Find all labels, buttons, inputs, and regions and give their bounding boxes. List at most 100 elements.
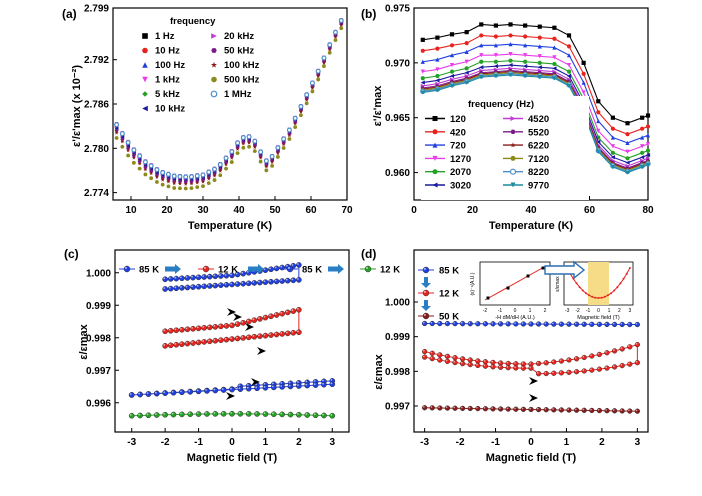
data-point-highlight [129, 393, 132, 395]
data-point [640, 155, 645, 160]
data-point-highlight [453, 321, 456, 324]
data-point-highlight [552, 371, 554, 374]
data-point [581, 71, 586, 76]
data-point [155, 180, 159, 184]
data-point [212, 178, 217, 182]
x-tick-label: 40 [233, 205, 245, 216]
data-point-highlight [574, 370, 577, 372]
data-point [584, 292, 587, 295]
data-point [201, 274, 207, 280]
data-point-highlight [180, 412, 182, 415]
data-point [619, 408, 625, 414]
data-point [240, 319, 246, 326]
data-point-highlight [590, 368, 592, 371]
data-point-highlight [305, 383, 308, 386]
data-point [551, 321, 557, 327]
inset-left: -2 -1 0 1 2 -H dM/dH (A.U.) (ε)⁻¹(A.U.) [470, 261, 551, 321]
data-point-highlight [274, 332, 277, 335]
legend-marker-highlight [124, 266, 127, 270]
data-point [467, 405, 473, 412]
data-point-highlight [235, 282, 238, 285]
data-point [645, 133, 651, 138]
legend-marker-highlight [423, 290, 427, 294]
data-point [195, 388, 202, 395]
data-point [137, 412, 143, 419]
data-point [490, 406, 496, 412]
data-point [262, 267, 269, 273]
data-point [154, 167, 160, 173]
data-point [310, 89, 315, 94]
data-point [206, 176, 211, 181]
data-point-highlight [263, 385, 266, 388]
data-point-highlight [567, 322, 569, 325]
data-point [281, 136, 287, 142]
data-point [240, 135, 246, 141]
data-point-highlight [453, 360, 456, 363]
x-tick-label: 1 [608, 308, 611, 314]
data-point [537, 75, 542, 80]
data-point [520, 321, 527, 327]
data-point [610, 150, 616, 155]
data-point [581, 354, 587, 361]
data-point [628, 267, 631, 269]
data-point-highlight [168, 328, 171, 331]
data-point [145, 412, 152, 419]
data-point [201, 283, 207, 290]
data-point-highlight [263, 412, 266, 415]
data-point [523, 64, 528, 69]
data-point [195, 411, 202, 417]
x-tick-label: -2 [456, 437, 465, 448]
data-point [479, 53, 484, 58]
y-tick-label: 2.799 [84, 4, 109, 15]
data-point [640, 115, 645, 120]
data-point [293, 125, 298, 130]
data-point [645, 152, 651, 158]
y-tick-label: 0.998 [86, 333, 111, 344]
data-point [229, 322, 235, 329]
legend-marker [211, 76, 217, 83]
data-point [263, 158, 269, 164]
data-point [195, 325, 202, 332]
data-point [508, 51, 513, 57]
data-point [558, 321, 565, 327]
x-tick-label: -3 [420, 437, 429, 448]
data-point [611, 348, 618, 354]
data-point-highlight [612, 365, 615, 367]
data-point [252, 145, 257, 150]
data-point [166, 184, 171, 189]
data-point [178, 186, 182, 191]
data-point-highlight [422, 406, 425, 408]
data-point-highlight [274, 266, 277, 269]
data-point [535, 406, 542, 413]
data-point [508, 62, 513, 68]
data-point-highlight [297, 412, 299, 415]
data-point [245, 411, 252, 417]
data-point [619, 362, 625, 369]
data-point-highlight [205, 389, 207, 391]
data-point-highlight [138, 413, 141, 416]
data-point [581, 90, 586, 95]
data-point [482, 406, 489, 412]
data-point-highlight [146, 413, 149, 416]
data-point [245, 385, 252, 392]
data-point-highlight [514, 322, 516, 324]
legend-marker [432, 142, 438, 148]
data-point [241, 145, 246, 150]
data-point-highlight [552, 408, 554, 410]
data-point [505, 321, 511, 327]
y-tick-label: 0.996 [86, 398, 111, 409]
data-point-highlight [536, 322, 539, 325]
data-point-highlight [288, 384, 291, 387]
panel-a: 10 20 30 40 50 60 70 2.774 2.780 2.786 2.792 2.799 T… [62, 4, 353, 233]
data-point-highlight [174, 328, 177, 331]
data-point-highlight [202, 284, 205, 287]
sequence-arrow [165, 264, 181, 274]
data-point [513, 406, 519, 412]
legend-marker [142, 62, 148, 68]
data-point [420, 59, 425, 64]
x-tick-label: 20 [467, 205, 479, 216]
data-point [645, 124, 651, 129]
data-point-highlight [185, 327, 188, 330]
legend-marker [286, 265, 294, 273]
legend-marker-highlight [365, 266, 369, 270]
